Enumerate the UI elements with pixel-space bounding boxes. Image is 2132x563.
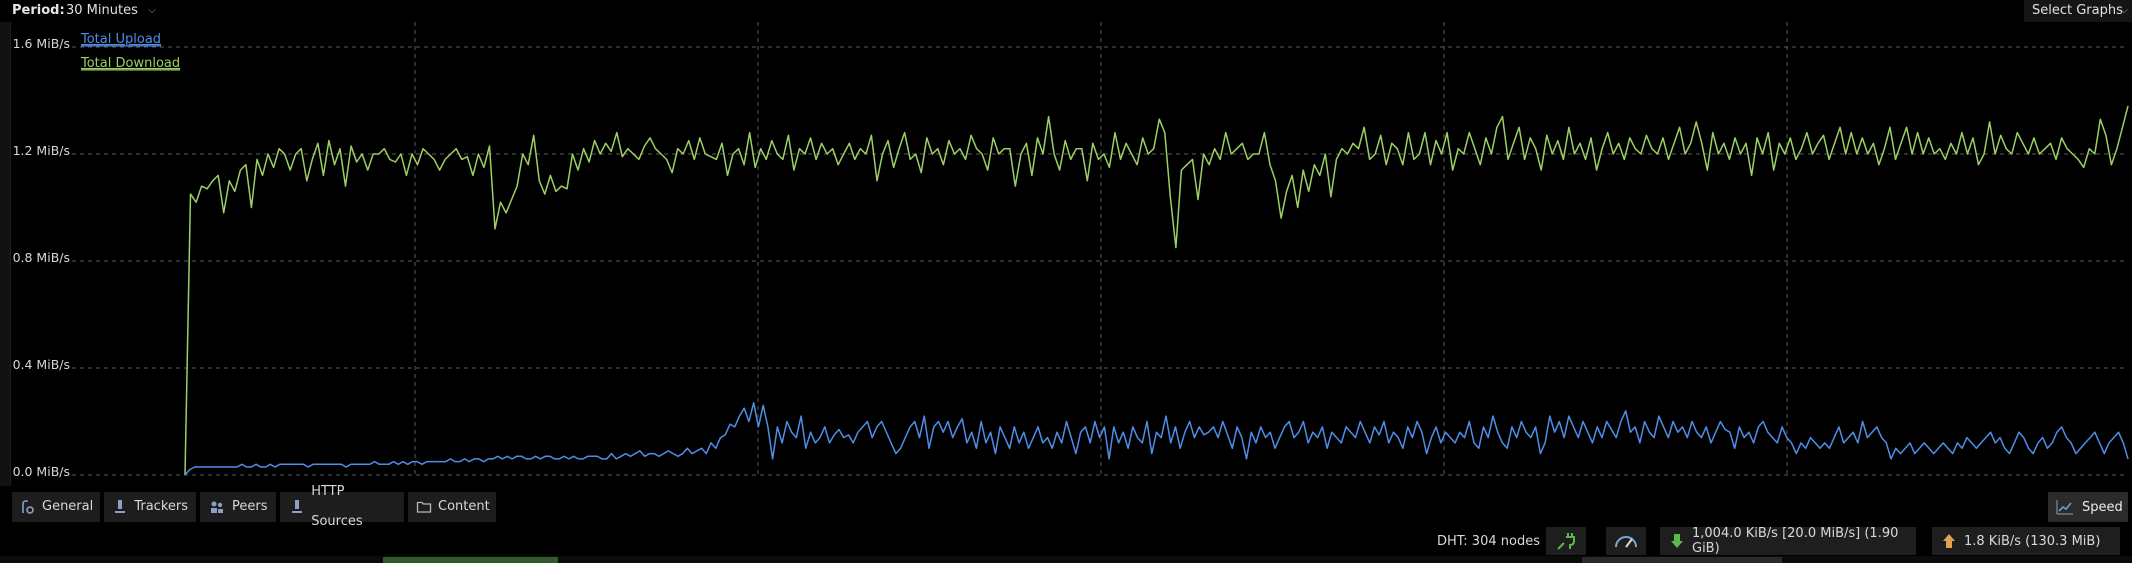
tab-http-sources[interactable]: HTTP Sources [280, 484, 404, 529]
tab-label: General [42, 499, 94, 514]
download-arrow-icon [1670, 533, 1684, 549]
status-bar: DHT: 304 nodes 1,004.0 KiB/s [20.0 MiB/s… [0, 524, 2132, 559]
speed-chart-icon [2056, 499, 2074, 515]
select-graphs-label: Select Graphs [2032, 3, 2123, 18]
tab-label: HTTP Sources [311, 484, 363, 529]
general-icon [20, 499, 36, 515]
tab-content[interactable]: Content [408, 492, 496, 522]
plug-icon [1556, 531, 1576, 551]
speedometer-icon [1614, 533, 1638, 549]
tab-label: Content [438, 499, 490, 514]
y-tick-label: 0.0 MiB/s [13, 464, 70, 479]
download-speed-button[interactable]: 1,004.0 KiB/s [20.0 MiB/s] (1.90 GiB) [1660, 526, 1916, 556]
period-value: 30 Minutes [66, 3, 138, 18]
progress-segment [383, 557, 558, 563]
tab-trackers[interactable]: Trackers [104, 492, 196, 522]
scroll-segment [1582, 557, 1782, 563]
series-lines [184, 105, 2129, 476]
upload-series-line [184, 402, 2129, 476]
chevron-down-icon: ⌵ [2120, 5, 2128, 16]
tab-label: Speed [2082, 499, 2123, 515]
graph-toolbar: Period: 30 Minutes ⌵ Select Graphs ⌵ [0, 0, 2132, 22]
alt-speed-limits-button[interactable] [1606, 527, 1646, 555]
speed-graph: 1.6 MiB/s 1.2 MiB/s 0.8 MiB/s 0.4 MiB/s 0.0 … [13, 22, 2129, 479]
period-dropdown[interactable]: 30 Minutes ⌵ [64, 1, 160, 21]
legend-upload[interactable]: Total Upload [80, 32, 161, 47]
legend-download[interactable]: Total Download [80, 56, 180, 71]
tab-label: Trackers [134, 499, 188, 514]
upload-arrow-icon [1942, 533, 1956, 549]
connection-status-button[interactable] [1546, 527, 1586, 555]
upload-speed-button[interactable]: 1.8 KiB/s (130.3 MiB) [1932, 527, 2120, 555]
folder-icon [416, 499, 432, 515]
y-tick-label: 0.4 MiB/s [13, 357, 70, 372]
tab-peers[interactable]: Peers [200, 492, 276, 522]
chevron-down-icon: ⌵ [148, 5, 156, 16]
peers-icon [208, 499, 226, 515]
select-graphs-dropdown[interactable]: Select Graphs ⌵ [2024, 0, 2132, 22]
y-tick-label: 0.8 MiB/s [13, 250, 70, 265]
download-series-line [184, 105, 2129, 476]
dht-status: DHT: 304 nodes [1437, 534, 1540, 549]
period-label: Period: [12, 3, 65, 18]
properties-tabbar: General Trackers Peers HTTP Sources Cont… [0, 484, 2132, 529]
tab-speed[interactable]: Speed [2048, 492, 2128, 522]
upload-speed-text: 1.8 KiB/s (130.3 MiB) [1964, 533, 2101, 549]
http-sources-icon [288, 499, 305, 515]
y-axis-labels: 1.6 MiB/s 1.2 MiB/s 0.8 MiB/s 0.4 MiB/s 0.0 … [13, 36, 70, 479]
tab-general[interactable]: General [12, 492, 100, 522]
panel-edge [0, 22, 11, 486]
bottom-scroll-strip [0, 556, 2132, 563]
tab-label: Peers [232, 499, 268, 514]
legend: Total Upload Total Download [80, 32, 181, 71]
trackers-icon [112, 499, 128, 515]
y-tick-label: 1.6 MiB/s [13, 36, 70, 51]
download-speed-text: 1,004.0 KiB/s [20.0 MiB/s] (1.90 GiB) [1692, 526, 1899, 556]
grid [72, 22, 2128, 476]
y-tick-label: 1.2 MiB/s [13, 143, 70, 158]
